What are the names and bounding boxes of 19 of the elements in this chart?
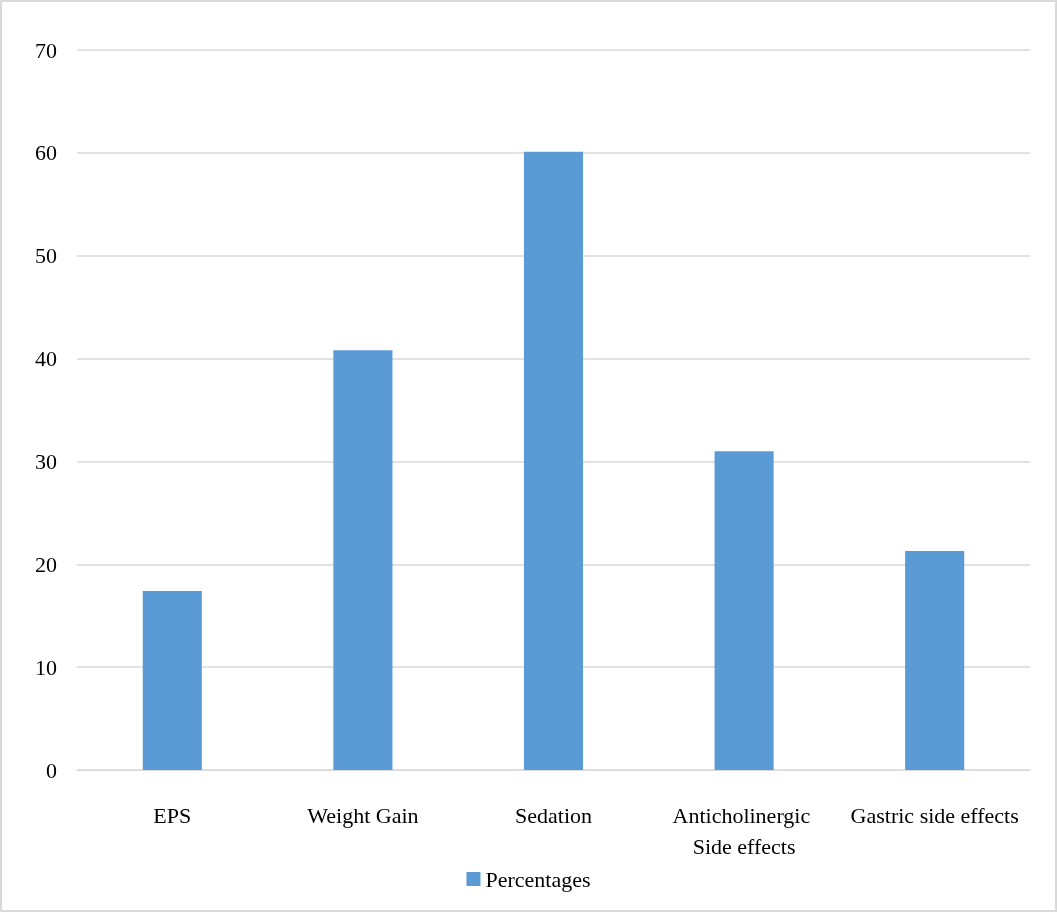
- y-tick-label: 0: [46, 757, 57, 783]
- y-tick-label: 40: [35, 346, 57, 372]
- y-tick-label: 20: [35, 551, 57, 577]
- y-tick-label: 70: [35, 37, 57, 63]
- bar: [905, 550, 965, 770]
- bar: [142, 591, 202, 770]
- bar: [333, 350, 393, 770]
- y-tick-label: 30: [35, 448, 57, 474]
- x-tick-label: Anticholinergic Side effects: [672, 803, 816, 859]
- x-tick-label: Weight Gain: [307, 803, 419, 828]
- bar: [523, 151, 584, 770]
- y-tick-label: 60: [35, 140, 57, 166]
- y-tick-label: 10: [35, 654, 57, 680]
- x-tick-label: Gastric side effects: [850, 803, 1019, 828]
- y-tick-label: 50: [35, 243, 57, 269]
- x-tick-label: EPS: [153, 803, 192, 828]
- legend-label: Percentages: [485, 866, 591, 892]
- bar: [714, 451, 774, 770]
- x-tick-label: Sedation: [515, 803, 592, 828]
